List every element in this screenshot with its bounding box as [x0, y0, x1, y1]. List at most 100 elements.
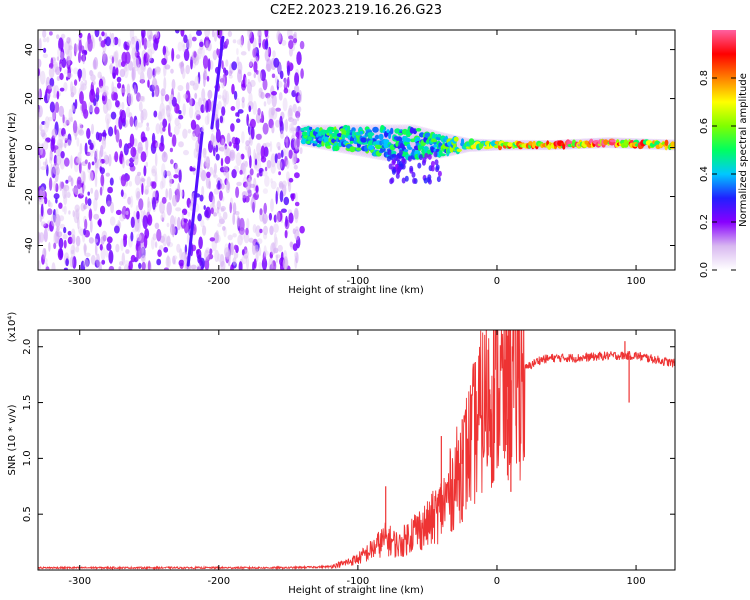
- spectrogram-noise-blob: [125, 210, 129, 215]
- spectrogram-x-tick-label: -200: [207, 276, 230, 287]
- spectrogram-noise-blob: [298, 90, 303, 103]
- spectrogram-noise-blob: [276, 141, 281, 149]
- spectrogram-noise-blob: [73, 67, 79, 75]
- snr-x-tick-label: 0: [494, 576, 500, 587]
- spectrogram-noise-blob: [152, 74, 156, 84]
- spectrogram-noise-blob: [252, 261, 255, 270]
- snr-x-label: Height of straight line (km): [288, 585, 424, 596]
- spectrogram-noise-blob: [222, 226, 226, 231]
- spectrogram-noise-blob: [38, 199, 43, 206]
- spectrogram-noise-blob: [262, 122, 269, 135]
- spectrogram-signal-blob: [430, 165, 435, 172]
- spectrogram-noise-blob: [226, 132, 231, 145]
- spectrogram-noise-blob: [50, 57, 54, 69]
- spectrogram-noise-blob: [88, 171, 94, 182]
- spectrogram-noise-blob: [62, 185, 67, 199]
- spectrogram-noise-blob: [69, 256, 74, 268]
- spectrogram-noise-blob: [59, 72, 64, 81]
- spectrogram-noise-blob: [239, 169, 243, 175]
- spectrogram-noise-blob: [255, 133, 262, 140]
- spectrogram-noise-blob: [129, 195, 134, 208]
- spectrogram-noise-blob: [261, 170, 268, 177]
- spectrogram-noise-blob: [234, 137, 238, 145]
- spectrogram-noise-blob: [212, 135, 216, 143]
- spectrogram-noise-blob: [105, 90, 109, 97]
- spectrogram-noise-blob: [95, 148, 98, 159]
- spectrogram-signal-blob: [418, 154, 423, 161]
- spectrogram-noise-blob: [207, 111, 210, 125]
- spectrogram-signal-blob: [398, 161, 403, 167]
- spectrogram-noise-blob: [135, 40, 140, 53]
- spectrogram-noise-blob: [121, 101, 125, 110]
- spectrogram-noise-blob: [183, 93, 188, 99]
- spectrogram-noise-blob: [296, 51, 302, 65]
- colorbar-tick-label: 0.6: [699, 118, 710, 134]
- spectrogram-noise-blob: [118, 59, 122, 68]
- spectrogram-noise-blob: [115, 100, 120, 108]
- spectrogram-noise-blob: [100, 205, 106, 215]
- spectrogram-noise-blob: [231, 136, 237, 145]
- spectrogram-noise-blob: [92, 59, 97, 70]
- spectrogram-noise-blob: [113, 51, 119, 64]
- spectrogram-noise-blob: [288, 35, 294, 40]
- spectrogram-noise-blob: [94, 173, 98, 188]
- spectrogram-noise-blob: [236, 118, 241, 123]
- spectrogram-noise-blob: [146, 176, 152, 188]
- spectrogram-signal-blob: [355, 147, 362, 151]
- spectrogram-streak: [186, 131, 204, 267]
- spectrogram-noise-blob: [105, 248, 109, 258]
- spectrogram-noise-blob: [53, 180, 57, 191]
- spectrogram-noise-blob: [108, 126, 114, 137]
- spectrogram-noise-blob: [106, 242, 112, 251]
- spectrogram-noise-blob: [273, 57, 280, 68]
- snr-x-tick-label: -300: [68, 576, 91, 587]
- spectrogram-noise-blob: [47, 85, 53, 90]
- spectrogram-noise-blob: [91, 123, 94, 135]
- spectrogram-noise-blob: [179, 190, 184, 198]
- spectrogram-noise-blob: [133, 138, 138, 147]
- spectrogram-noise-blob: [153, 38, 159, 51]
- spectrogram-noise-blob: [183, 149, 189, 156]
- colorbar-tick-label: 0.0: [699, 262, 710, 278]
- spectrogram-noise-blob: [228, 249, 232, 260]
- spectrogram-noise-blob: [56, 90, 60, 100]
- spectrogram-noise-blob: [281, 39, 287, 46]
- spectrogram-signal-blob: [623, 139, 629, 146]
- spectrogram-noise-blob: [53, 233, 56, 245]
- spectrogram-noise-blob: [204, 258, 210, 270]
- spectrogram-noise-blob: [84, 159, 88, 164]
- spectrogram-noise-blob: [95, 131, 100, 141]
- spectrogram-noise-blob: [128, 260, 133, 270]
- spectrogram-noise-blob: [171, 48, 175, 62]
- spectrogram-noise-blob: [166, 105, 171, 118]
- spectrogram-signal-blob: [368, 145, 374, 151]
- spectrogram-noise-blob: [115, 129, 120, 143]
- spectrogram-noise-blob: [155, 31, 160, 39]
- spectrogram-signal-blob: [423, 177, 428, 184]
- spectrogram-noise-blob: [248, 105, 252, 113]
- spectrogram-noise-blob: [241, 131, 245, 144]
- spectrogram-noise-blob: [82, 53, 85, 65]
- spectrogram-signal-blob: [664, 139, 669, 146]
- spectrogram-noise-blob: [38, 88, 41, 101]
- spectrogram-noise-blob: [91, 161, 95, 166]
- spectrogram-noise-blob: [141, 261, 146, 270]
- spectrogram-noise-blob: [239, 217, 245, 232]
- spectrogram-noise-blob: [94, 30, 100, 38]
- spectrogram-noise-blob: [141, 255, 146, 263]
- spectrogram-noise-blob: [87, 38, 93, 52]
- spectrogram-noise-blob: [87, 191, 90, 196]
- spectrogram-x-tick-label: -100: [347, 276, 370, 287]
- spectrogram-noise-blob: [120, 88, 127, 93]
- spectrogram-noise-blob: [212, 50, 218, 61]
- spectrogram-noise-blob: [174, 117, 180, 127]
- spectrogram-noise-blob: [49, 101, 56, 113]
- spectrogram-x-tick-label: -300: [68, 276, 91, 287]
- spectrogram-noise-blob: [81, 100, 88, 115]
- spectrogram-signal-blob: [341, 134, 346, 140]
- spectrogram-noise-blob: [163, 77, 167, 91]
- spectrogram-noise-blob: [64, 157, 70, 167]
- spectrogram-noise-blob: [107, 186, 113, 194]
- spectrogram-noise-blob: [117, 82, 122, 89]
